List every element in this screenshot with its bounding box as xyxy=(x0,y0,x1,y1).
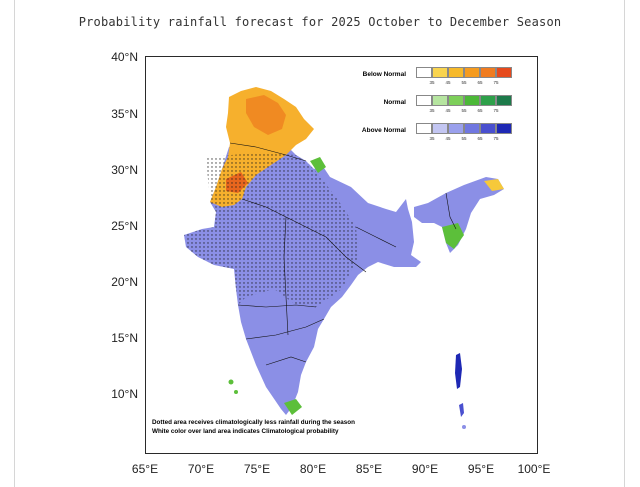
legend-swatch xyxy=(416,95,432,106)
andaman-islands xyxy=(455,353,462,389)
legend-tick: 65 xyxy=(477,108,483,113)
legend-swatch xyxy=(496,67,512,78)
frame-right-border xyxy=(624,0,625,487)
legend-swatch xyxy=(432,123,448,134)
state-boundaries xyxy=(229,142,457,366)
legend-normal-colorbar xyxy=(416,95,512,106)
legend-below-normal-colorbar xyxy=(416,67,512,78)
legend-tick: 35 xyxy=(429,108,435,113)
legend-above-normal-colorbar xyxy=(416,123,512,134)
map-title: Probability rainfall forecast for 2025 O… xyxy=(78,15,562,29)
legend-tick: 55 xyxy=(461,108,467,113)
legend-swatch xyxy=(496,95,512,106)
x-tick-label: 70°E xyxy=(187,462,215,476)
legend-swatch xyxy=(480,67,496,78)
legend-swatch xyxy=(448,67,464,78)
legend-below-normal-ticks: 35 45 55 65 75 xyxy=(424,80,504,85)
y-tick-label: 25°N xyxy=(111,219,138,233)
note-white-color: White color over land area indicates Cli… xyxy=(152,428,339,435)
legend-swatch xyxy=(416,123,432,134)
legend-normal-ticks: 35 45 55 65 75 xyxy=(424,108,504,113)
legend-swatch xyxy=(464,95,480,106)
legend-above-normal-ticks: 35 45 55 65 75 xyxy=(424,136,504,141)
legend-tick: 35 xyxy=(429,80,435,85)
y-tick-label: 20°N xyxy=(111,275,138,289)
legend-swatch xyxy=(432,67,448,78)
legend-tick: 55 xyxy=(461,136,467,141)
dotted-less-rainfall-region xyxy=(184,153,358,307)
legend-tick: 45 xyxy=(445,108,451,113)
y-tick-label: 15°N xyxy=(111,331,138,345)
x-tick-label: 65°E xyxy=(131,462,159,476)
legend-swatch xyxy=(432,95,448,106)
x-tick-label: 85°E xyxy=(355,462,383,476)
y-tick-label: 30°N xyxy=(111,163,138,177)
y-tick-label: 40°N xyxy=(111,50,138,64)
legend-below-normal-label: Below Normal xyxy=(362,71,406,78)
nicobar-islands xyxy=(459,403,464,417)
x-tick-label: 80°E xyxy=(299,462,327,476)
frame-left-border xyxy=(14,0,15,487)
legend-swatch xyxy=(464,67,480,78)
normal-patch-uttarakhand xyxy=(310,157,326,173)
x-tick-label: 90°E xyxy=(411,462,439,476)
legend-swatch xyxy=(480,123,496,134)
legend-swatch xyxy=(496,123,512,134)
lakshadweep-island xyxy=(228,379,234,385)
northeast-normal-patch xyxy=(442,223,464,249)
x-tick-label: 95°E xyxy=(467,462,495,476)
legend-tick: 65 xyxy=(477,80,483,85)
legend-tick: 65 xyxy=(477,136,483,141)
lakshadweep-island xyxy=(234,390,238,394)
legend-above-normal-label: Above Normal xyxy=(361,127,406,134)
legend-tick: 75 xyxy=(493,80,499,85)
northeast-normal-patch-2 xyxy=(484,179,504,191)
map-plot-area: Below Normal 35 45 55 65 75 Normal 35 45… xyxy=(145,56,538,454)
below-normal-core xyxy=(246,95,286,135)
legend-tick: 75 xyxy=(493,108,499,113)
y-tick-label: 10°N xyxy=(111,387,138,401)
legend-tick: 45 xyxy=(445,80,451,85)
legend-normal-label: Normal xyxy=(383,99,406,106)
nicobar-island xyxy=(462,425,466,429)
y-tick-label: 35°N xyxy=(111,107,138,121)
normal-patch-south-tip xyxy=(284,399,302,415)
legend-swatch xyxy=(480,95,496,106)
legend-swatch xyxy=(448,123,464,134)
legend-tick: 45 xyxy=(445,136,451,141)
note-dotted-area: Dotted area receives climatologically le… xyxy=(152,419,355,426)
legend-tick: 55 xyxy=(461,80,467,85)
legend-tick: 75 xyxy=(493,136,499,141)
legend-swatch xyxy=(416,67,432,78)
india-map xyxy=(184,87,504,429)
x-tick-label: 100°E xyxy=(517,462,551,476)
legend-swatch xyxy=(464,123,480,134)
x-tick-label: 75°E xyxy=(243,462,271,476)
northeast-india-region xyxy=(414,177,504,253)
legend-swatch xyxy=(448,95,464,106)
legend-tick: 35 xyxy=(429,136,435,141)
